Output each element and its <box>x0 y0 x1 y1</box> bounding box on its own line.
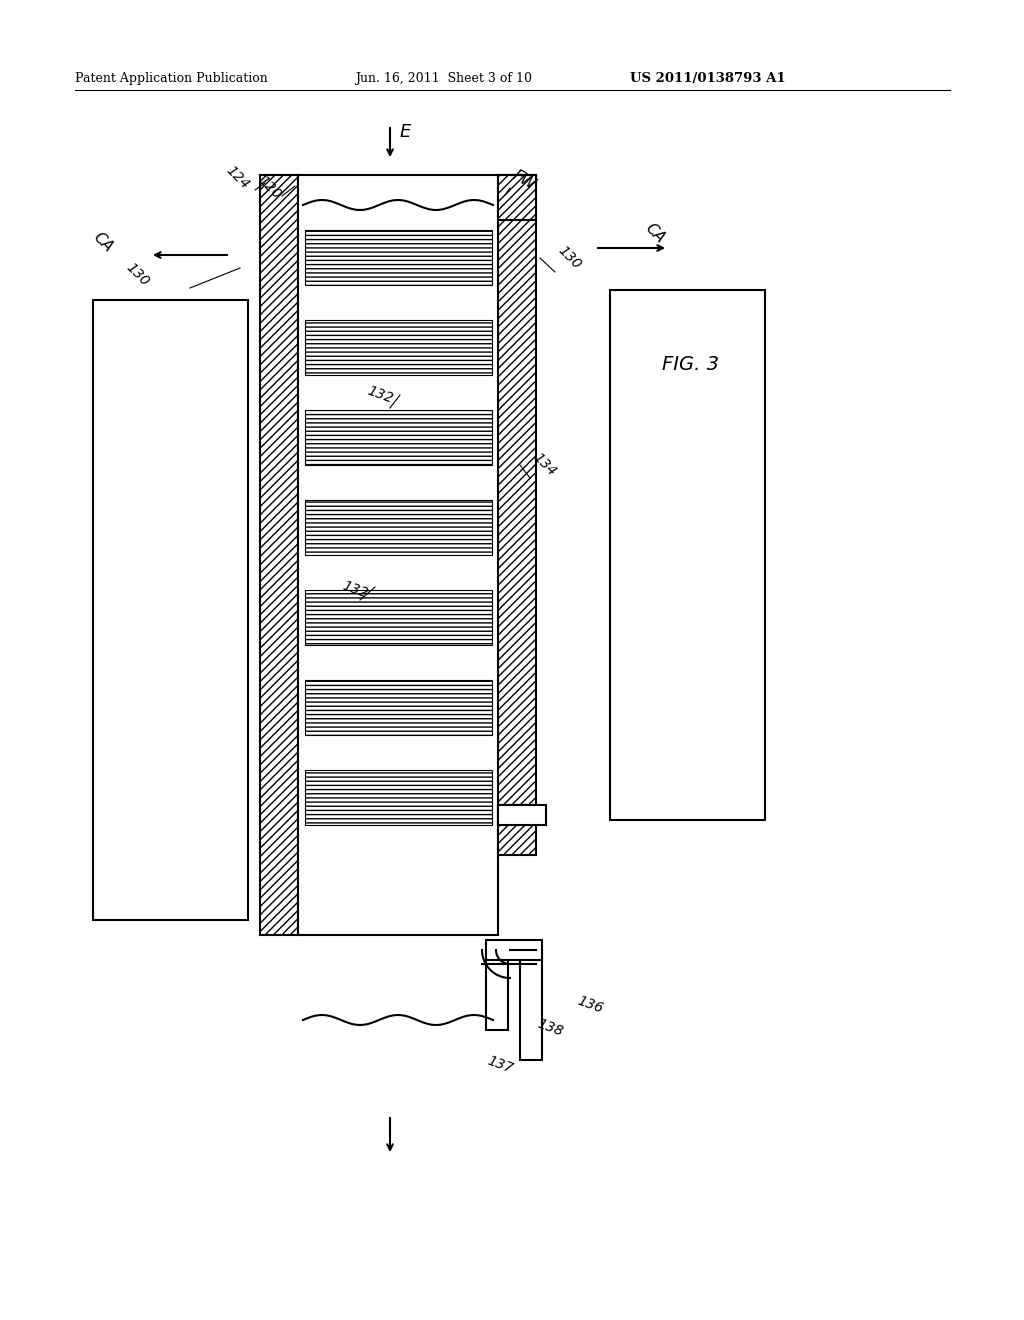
Bar <box>498 176 536 220</box>
Text: US 2011/0138793 A1: US 2011/0138793 A1 <box>630 73 785 84</box>
Text: 137: 137 <box>485 1053 515 1076</box>
Bar <box>260 176 298 935</box>
Bar <box>305 319 492 375</box>
Bar <box>498 176 536 805</box>
Text: CA: CA <box>90 230 116 255</box>
Bar <box>305 230 492 285</box>
Text: Jun. 16, 2011  Sheet 3 of 10: Jun. 16, 2011 Sheet 3 of 10 <box>355 73 532 84</box>
Text: 124: 124 <box>223 164 252 193</box>
Bar <box>305 590 492 645</box>
Bar <box>305 680 492 735</box>
Text: 130: 130 <box>124 260 153 289</box>
Text: CA: CA <box>642 220 668 246</box>
Text: 132: 132 <box>366 384 395 407</box>
Bar <box>305 770 492 825</box>
Bar <box>305 500 492 554</box>
Text: 120: 120 <box>256 174 285 202</box>
Text: 136: 136 <box>575 994 605 1016</box>
Text: 134: 134 <box>530 450 559 479</box>
Bar <box>610 290 765 820</box>
Bar <box>486 950 508 1030</box>
Text: E: E <box>400 123 412 141</box>
Bar <box>486 940 542 960</box>
Text: 130: 130 <box>556 244 585 272</box>
Bar <box>498 805 546 825</box>
Bar <box>520 950 542 1060</box>
Bar <box>498 805 536 855</box>
Bar <box>305 411 492 465</box>
Text: 138: 138 <box>536 1016 565 1039</box>
Text: Patent Application Publication: Patent Application Publication <box>75 73 267 84</box>
Bar <box>298 176 498 935</box>
Text: FW: FW <box>510 168 539 193</box>
Bar <box>93 300 248 920</box>
Text: FIG. 3: FIG. 3 <box>662 355 719 375</box>
Text: 132: 132 <box>340 579 370 601</box>
